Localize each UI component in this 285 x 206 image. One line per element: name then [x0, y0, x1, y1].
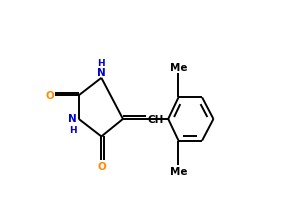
Text: CH: CH — [147, 114, 164, 124]
Text: Me: Me — [170, 166, 187, 176]
Text: O: O — [45, 91, 54, 101]
Text: H: H — [97, 58, 105, 67]
Text: O: O — [97, 161, 106, 171]
Text: N: N — [68, 113, 77, 123]
Text: Me: Me — [170, 62, 187, 72]
Text: H: H — [69, 125, 77, 135]
Text: N: N — [97, 68, 106, 77]
